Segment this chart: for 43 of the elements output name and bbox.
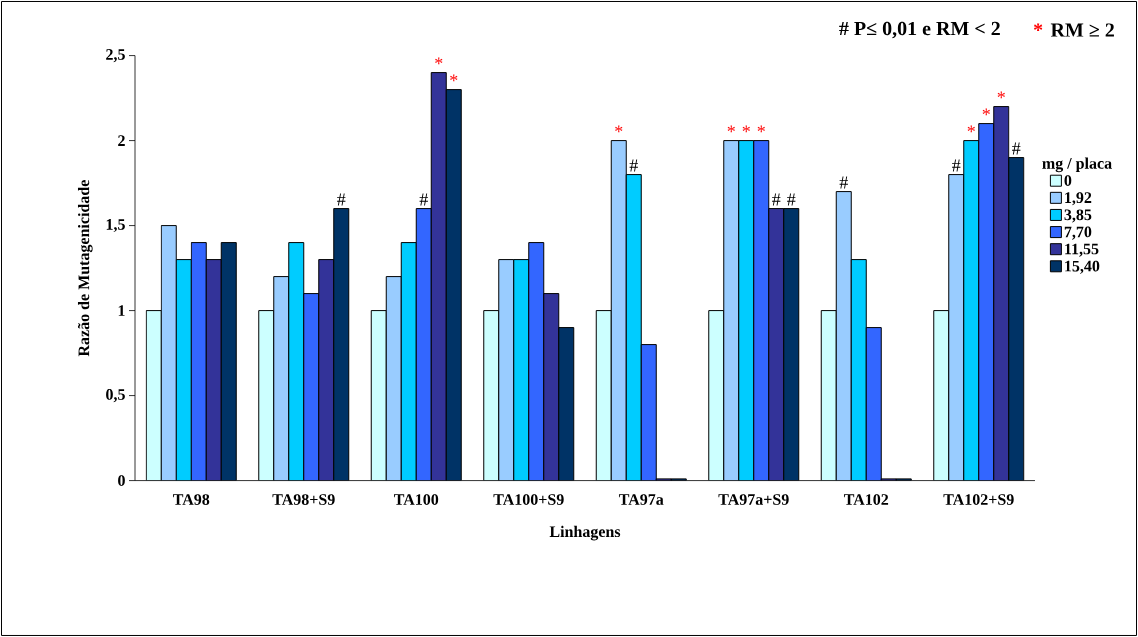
data-label: * <box>967 125 975 133</box>
data-label: # <box>787 193 796 206</box>
x-tick-label: TA102 <box>843 494 889 505</box>
y-tick-label: 1 <box>118 305 125 316</box>
data-label: # <box>419 193 428 206</box>
x-tick-label: TA98 <box>172 494 210 505</box>
text: # P≤ 0,01 e RM < 2 <box>839 21 1000 39</box>
data-label: # <box>839 176 848 189</box>
data-label: # <box>1012 142 1021 155</box>
data-label: * <box>615 125 623 133</box>
y-tick-label: 0,5 <box>106 389 125 403</box>
data-label: * <box>757 125 765 133</box>
y-tick-label: 0 <box>118 475 125 486</box>
y-tick-label: 2,5 <box>106 49 125 63</box>
legend-label: 11,55 <box>1065 243 1099 257</box>
data-label: # <box>772 193 781 206</box>
y-tick-label: 2 <box>118 135 125 146</box>
text: * <box>1033 23 1043 31</box>
x-tick-label: TA98+S9 <box>272 494 335 505</box>
x-tick-label: TA102+S9 <box>943 494 1014 505</box>
legend-label: 3,85 <box>1064 209 1092 223</box>
data-label: * <box>435 57 443 65</box>
data-label: * <box>727 125 735 133</box>
x-tick-label: TA97a+S9 <box>718 494 789 505</box>
data-label: # <box>952 159 961 172</box>
x-tick-label: TA100 <box>393 494 439 505</box>
x-axis-title: Linhagens <box>549 525 621 541</box>
legend-title: mg / placa <box>1042 157 1112 173</box>
data-label: * <box>742 125 750 133</box>
data-label: # <box>629 159 638 172</box>
y-tick-label: 1,5 <box>106 219 125 233</box>
data-label: # <box>337 193 346 206</box>
data-label: * <box>982 108 990 116</box>
data-label: * <box>450 74 458 82</box>
legend-label: 0 <box>1064 175 1072 186</box>
data-label: * <box>997 91 1005 99</box>
x-tick-label: TA97a <box>618 494 664 505</box>
text: RM ≥ 2 <box>1050 23 1114 37</box>
legend-label: 15,40 <box>1065 260 1100 274</box>
x-tick-label: TA100+S9 <box>493 494 564 505</box>
y-axis-title: Razão de Mutagenicidade <box>77 180 93 357</box>
legend-label: 1,92 <box>1065 192 1092 206</box>
legend-label: 7,70 <box>1064 226 1092 240</box>
